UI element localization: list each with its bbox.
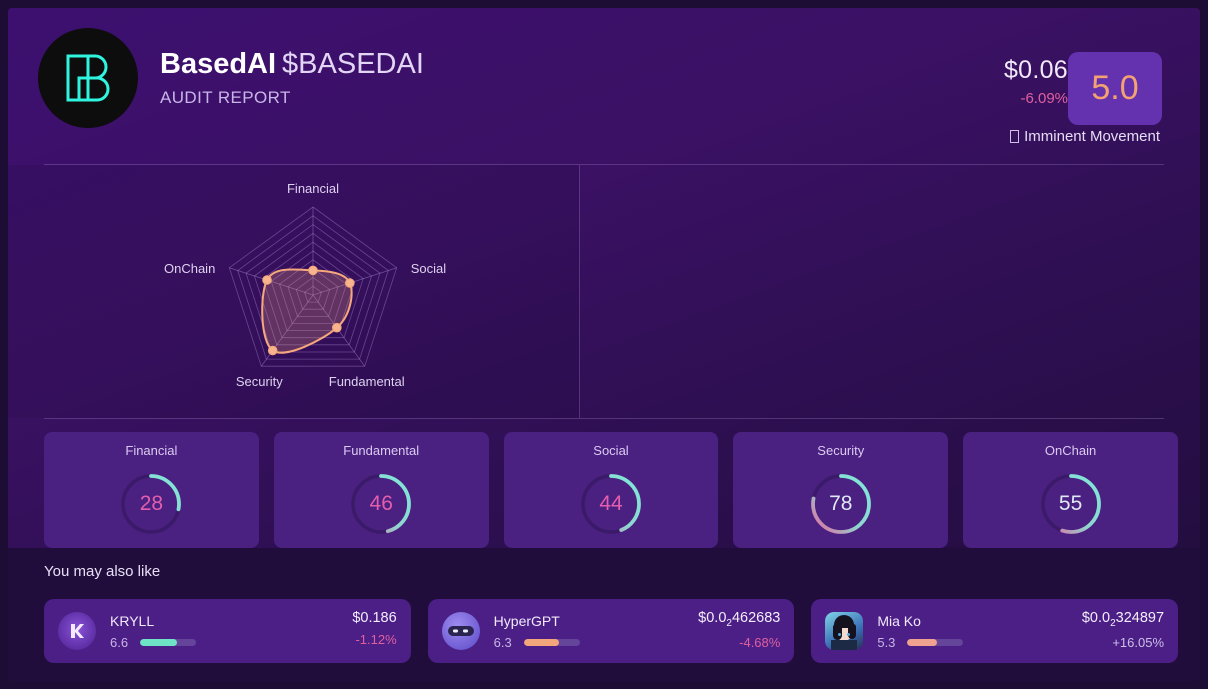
also-like-price: $0.02324897 bbox=[1081, 610, 1165, 629]
also-like-change: -4.68% bbox=[739, 634, 781, 650]
score-donut bbox=[810, 474, 871, 534]
also-like-score-row: 5.3 bbox=[877, 634, 964, 650]
also-like-score-row: 6.6 bbox=[110, 635, 196, 650]
price-block: $0.06 -6.09% bbox=[1004, 56, 1068, 107]
also-like-name: HyperGPT bbox=[493, 612, 560, 629]
radar-axis-label-onchain: OnChain bbox=[164, 261, 215, 276]
radar-axis-label-social: Social bbox=[411, 261, 447, 276]
radar-chart: Financial Social Fundamental Security OnChai… bbox=[164, 181, 447, 389]
report-header: BasedAI $BASEDAI AUDIT REPORT $0.06 -6.09… bbox=[8, 8, 1200, 156]
also-like-price-block: $0.02324897 +16.05% bbox=[1082, 610, 1164, 650]
also-like-price: $0.186 bbox=[352, 610, 397, 626]
radar-axis-label-security: Security bbox=[236, 374, 283, 389]
radar-axis-label-fundamental: Fundamental bbox=[329, 374, 405, 389]
score-donut bbox=[1040, 474, 1101, 534]
score-card-label: Security bbox=[817, 443, 865, 458]
score-card-label: OnChain bbox=[1044, 443, 1097, 458]
also-like-score: 6.3 bbox=[493, 634, 512, 650]
score-card-value: 28 bbox=[139, 492, 164, 515]
also-like-score: 6.6 bbox=[110, 634, 129, 650]
middle-section: Financial Social Fundamental Security OnChai… bbox=[8, 165, 1200, 418]
also-like-info: Mia Ko 5.3 bbox=[877, 612, 964, 650]
report-subtitle: AUDIT REPORT bbox=[160, 88, 291, 107]
score-card-onchain[interactable]: OnChain 55 bbox=[963, 432, 1178, 548]
score-card-label: Fundamental bbox=[343, 443, 420, 458]
also-like-score: 5.3 bbox=[877, 634, 896, 650]
verdict-text: Imminent Movement bbox=[1024, 128, 1160, 145]
also-like-row: KRYLL 6.6 $0.186 -1.12% HyperGPT 6.3 $0.024626… bbox=[44, 599, 1179, 663]
report-card: BasedAI $BASEDAI AUDIT REPORT $0.06 -6.09… bbox=[8, 8, 1200, 681]
missing-glyph-icon bbox=[1010, 130, 1020, 143]
also-like-info: HyperGPT 6.3 bbox=[494, 613, 580, 650]
score-card-label: Social bbox=[593, 443, 629, 458]
score-card-fundamental[interactable]: Fundamental 46 bbox=[273, 432, 489, 548]
hypergpt-robot-logo-icon bbox=[441, 612, 480, 650]
divider-top bbox=[44, 164, 1164, 165]
divider-vertical bbox=[579, 165, 580, 418]
verdict-label: Imminent Movement bbox=[1010, 128, 1160, 145]
also-like-score-bar bbox=[140, 638, 196, 646]
also-like-title: You may also like bbox=[44, 563, 161, 580]
overall-score-value: 5.0 bbox=[1091, 69, 1139, 107]
also-like-item[interactable]: KRYLL 6.6 $0.186 -1.12% bbox=[44, 599, 411, 663]
score-card-value: 78 bbox=[829, 492, 853, 515]
also-like-name: KRYLL bbox=[110, 612, 155, 629]
also-like-price-block: $0.186 -1.12% bbox=[352, 610, 396, 647]
also-like-price-block: $0.02462683 -4.68% bbox=[698, 610, 780, 650]
score-card-value: 44 bbox=[599, 492, 623, 515]
project-name: BasedAI bbox=[160, 48, 277, 80]
score-card-value: 46 bbox=[369, 492, 393, 515]
also-like-change: -1.12% bbox=[355, 632, 397, 647]
also-like-score-row: 6.3 bbox=[494, 635, 580, 650]
also-like-price: $0.02462683 bbox=[698, 610, 781, 629]
score-donut bbox=[581, 474, 641, 534]
token-price: $0.06 bbox=[1003, 56, 1068, 84]
also-like-name: Mia Ko bbox=[877, 612, 921, 629]
also-like-item[interactable]: HyperGPT 6.3 $0.02462683 -4.68% bbox=[427, 599, 795, 663]
also-like-section: You may also like KRYLL 6.6 $0.186 -1.12% Hy… bbox=[8, 548, 1200, 681]
also-like-info: KRYLL 6.6 bbox=[110, 613, 196, 650]
radar-axis-label-financial: Financial bbox=[287, 181, 339, 196]
basedai-b-logo-icon bbox=[38, 28, 138, 128]
also-like-score-bar bbox=[523, 638, 580, 646]
radar-panel bbox=[8, 165, 579, 418]
also-like-item[interactable]: Mia Ko 5.3 $0.02324897 +16.05% bbox=[811, 599, 1179, 663]
score-card-value: 55 bbox=[1058, 492, 1083, 515]
page-title: BasedAI $BASEDAI bbox=[160, 46, 424, 82]
score-donut bbox=[351, 474, 412, 534]
score-donut bbox=[121, 474, 182, 534]
score-cards-row: Financial 28 Fundamental 46 Social 44 Security… bbox=[44, 432, 1178, 548]
mia-ko-anime-avatar-icon bbox=[825, 612, 864, 650]
kryll-k-logo-icon bbox=[58, 612, 96, 650]
title-block: BasedAI $BASEDAI AUDIT REPORT bbox=[160, 46, 424, 108]
score-card-financial[interactable]: Financial 28 bbox=[44, 432, 259, 548]
project-ticker: $BASEDAI bbox=[282, 48, 424, 80]
divider-bottom bbox=[44, 418, 1164, 419]
overall-score-badge: 5.0 bbox=[1068, 52, 1162, 125]
score-card-label: Financial bbox=[125, 443, 178, 458]
token-price-change: -6.09% bbox=[1020, 90, 1068, 107]
score-card-security[interactable]: Security 78 bbox=[733, 432, 949, 548]
also-like-change: +16.05% bbox=[1112, 634, 1165, 650]
also-like-score-bar bbox=[907, 638, 964, 646]
score-card-social[interactable]: Social 44 bbox=[503, 432, 719, 548]
